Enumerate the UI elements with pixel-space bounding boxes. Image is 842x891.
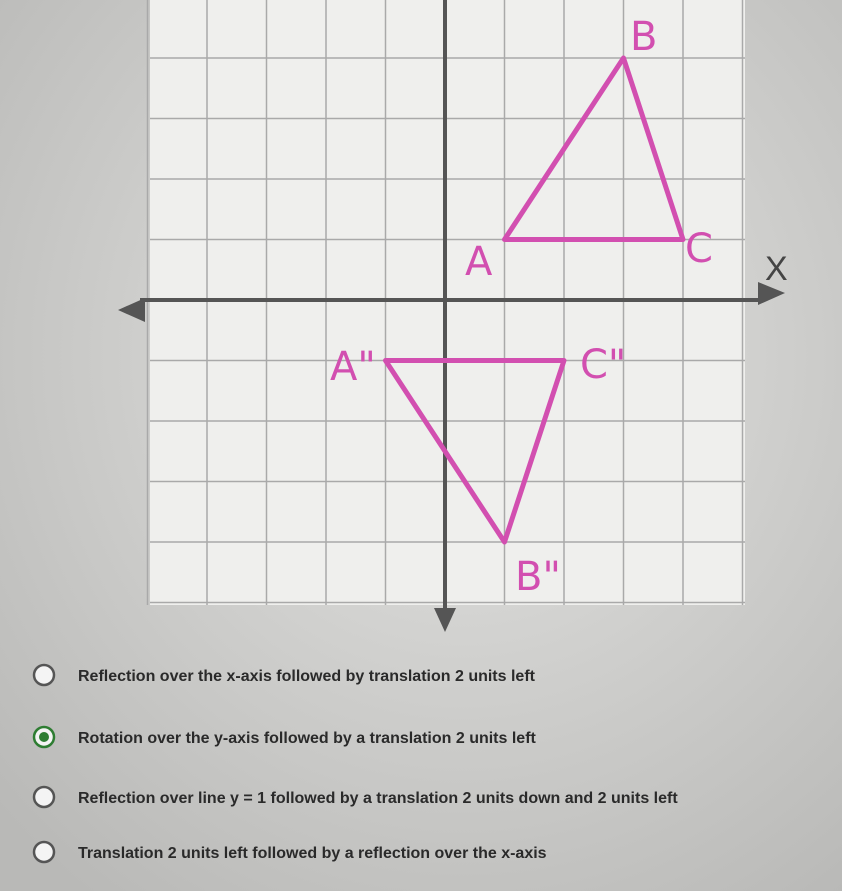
radio-button[interactable] (32, 663, 56, 687)
option[interactable]: Translation 2 units left followed by a r… (32, 840, 547, 864)
option-label[interactable]: Translation 2 units left followed by a r… (78, 845, 547, 862)
option-label[interactable]: Rotation over the y-axis followed by a t… (78, 730, 537, 747)
radio-dot (39, 732, 49, 742)
point-label: B (630, 14, 657, 60)
option-label[interactable]: Reflection over line y = 1 followed by a… (78, 790, 678, 807)
option[interactable]: Reflection over the x-axis followed by t… (32, 663, 536, 687)
axis-arrow (758, 282, 785, 305)
axis-arrow (118, 298, 145, 322)
option[interactable]: Reflection over line y = 1 followed by a… (32, 785, 678, 809)
point-label: A (465, 239, 493, 285)
axis-label: X (765, 250, 788, 288)
point-label: B" (515, 554, 561, 600)
radio-button[interactable] (32, 840, 56, 864)
axis-arrow (434, 608, 456, 632)
options: Reflection over the x-axis followed by t… (32, 663, 678, 864)
graph-paper (150, 0, 745, 605)
triangle (502, 55, 686, 242)
point-label: C" (580, 342, 626, 388)
option[interactable]: Rotation over the y-axis followed by a t… (32, 725, 537, 749)
option-label[interactable]: Reflection over the x-axis followed by t… (78, 668, 536, 685)
point-label: C (685, 226, 713, 272)
point-label: A" (330, 344, 376, 390)
graph (118, 0, 785, 632)
radio-button[interactable] (32, 785, 56, 809)
triangle-image (383, 358, 567, 545)
